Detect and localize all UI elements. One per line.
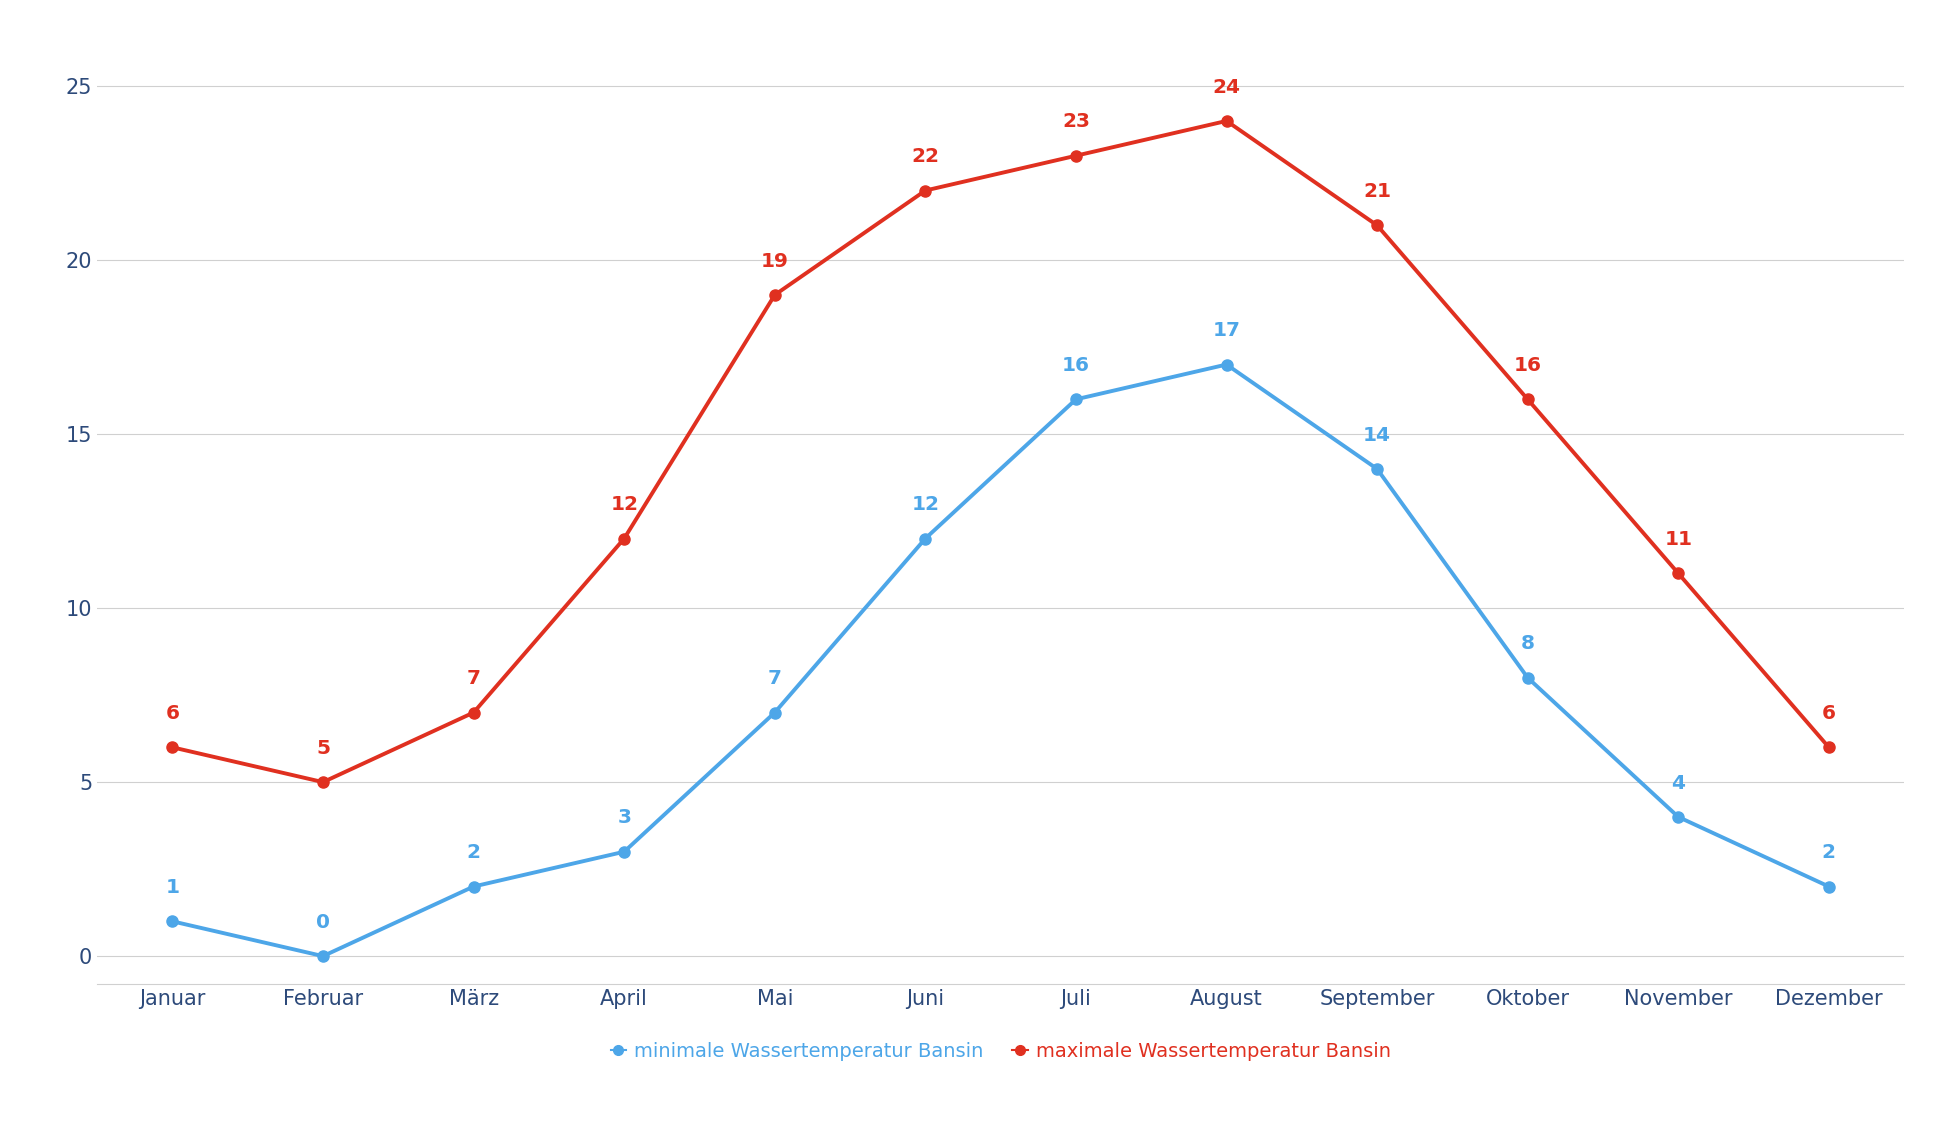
maximale Wassertemperatur Bansin [1214,114,1238,128]
minimale Wassertemperatur Bansin [1366,463,1389,476]
minimale Wassertemperatur Bansin [1516,671,1539,684]
Text: 0: 0 [317,913,330,932]
maximale Wassertemperatur Bansin [612,532,635,545]
Line: maximale Wassertemperatur Bansin: maximale Wassertemperatur Bansin [167,115,1834,787]
Text: 16: 16 [1063,356,1090,375]
Text: 12: 12 [610,495,637,515]
Text: 7: 7 [466,670,480,688]
maximale Wassertemperatur Bansin [1817,741,1840,754]
minimale Wassertemperatur Bansin [612,845,635,858]
Text: 6: 6 [165,703,179,723]
Text: 2: 2 [466,844,480,862]
minimale Wassertemperatur Bansin [311,949,334,962]
minimale Wassertemperatur Bansin [161,915,185,929]
maximale Wassertemperatur Bansin [462,706,486,719]
Text: 6: 6 [1823,703,1836,723]
minimale Wassertemperatur Bansin [1667,810,1690,823]
Text: 5: 5 [317,739,330,758]
Text: 11: 11 [1665,530,1692,549]
maximale Wassertemperatur Bansin [1667,567,1690,580]
Text: 16: 16 [1514,356,1541,375]
maximale Wassertemperatur Bansin [764,288,787,302]
minimale Wassertemperatur Bansin [462,880,486,893]
Text: 17: 17 [1212,321,1240,340]
minimale Wassertemperatur Bansin [764,706,787,719]
Text: 19: 19 [762,251,789,270]
Text: 7: 7 [767,670,781,688]
maximale Wassertemperatur Bansin [1366,218,1389,232]
Text: 12: 12 [911,495,938,515]
maximale Wassertemperatur Bansin [161,741,185,754]
Text: 4: 4 [1671,774,1685,793]
Line: minimale Wassertemperatur Bansin: minimale Wassertemperatur Bansin [167,359,1834,961]
maximale Wassertemperatur Bansin [1516,392,1539,406]
Text: 22: 22 [911,147,938,166]
minimale Wassertemperatur Bansin [1065,392,1088,406]
minimale Wassertemperatur Bansin [1214,357,1238,371]
maximale Wassertemperatur Bansin [1065,149,1088,163]
minimale Wassertemperatur Bansin [1817,880,1840,893]
Text: 3: 3 [618,809,631,828]
minimale Wassertemperatur Bansin [913,532,937,545]
Legend: minimale Wassertemperatur Bansin, maximale Wassertemperatur Bansin: minimale Wassertemperatur Bansin, maxima… [602,1035,1399,1069]
maximale Wassertemperatur Bansin [311,776,334,789]
maximale Wassertemperatur Bansin [913,183,937,197]
Text: 24: 24 [1212,78,1240,96]
Text: 23: 23 [1063,112,1090,131]
Text: 2: 2 [1823,844,1836,862]
Text: 1: 1 [165,878,179,897]
Text: 14: 14 [1364,425,1391,444]
Text: 21: 21 [1364,182,1391,201]
Text: 8: 8 [1521,634,1535,654]
